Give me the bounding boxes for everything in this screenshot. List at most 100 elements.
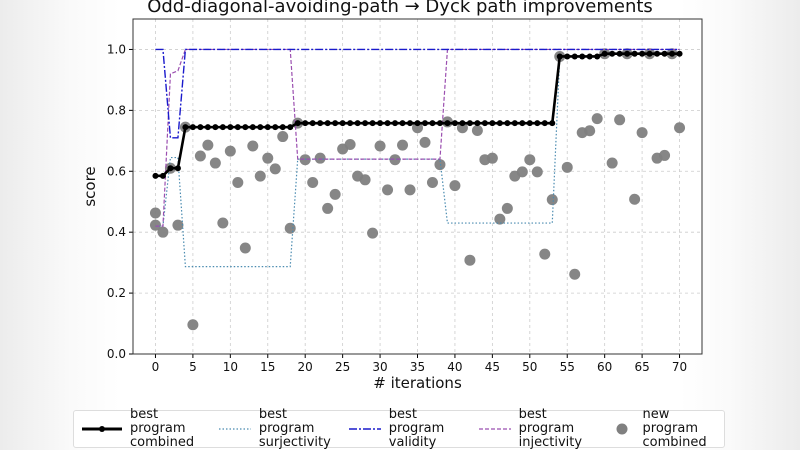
x-tick-label: 25: [335, 360, 350, 374]
series-marker: [189, 124, 196, 131]
series-marker: [287, 124, 294, 131]
series-marker: [609, 50, 616, 57]
scatter-point: [269, 163, 281, 175]
series-marker: [197, 124, 204, 131]
legend-item-injectivity: best program injectivity: [477, 408, 591, 450]
series-marker: [264, 124, 271, 131]
series-marker: [407, 120, 414, 127]
scatter-point: [359, 174, 371, 186]
series-marker: [429, 120, 436, 127]
scatter-point: [187, 319, 199, 331]
series-marker: [624, 50, 631, 57]
series-marker: [279, 124, 286, 131]
legend-marker-circle-icon: [616, 423, 628, 435]
scatter-point: [629, 193, 641, 205]
series-marker: [272, 124, 279, 131]
series-marker: [496, 120, 503, 127]
legend-item-new-program: new program combined: [607, 408, 715, 450]
scatter-point: [456, 122, 468, 134]
scatter-point: [172, 219, 184, 231]
scatter-point: [404, 184, 416, 196]
series-marker: [257, 124, 264, 131]
scatter-point: [232, 177, 244, 189]
scatter-point: [546, 194, 558, 206]
series-marker: [534, 120, 541, 127]
scatter-point: [516, 166, 528, 178]
series-marker: [571, 53, 578, 60]
y-tick-label: 0.4: [107, 225, 126, 239]
x-tick-label: 55: [560, 360, 575, 374]
series-marker: [646, 50, 653, 57]
series-marker: [317, 120, 324, 127]
y-axis-label: score: [81, 166, 99, 206]
series-marker: [421, 120, 428, 127]
series-marker: [594, 53, 601, 60]
y-tick-label: 1.0: [107, 42, 126, 56]
series-marker: [302, 120, 309, 127]
scatter-point: [194, 150, 206, 162]
scatter-point: [659, 149, 671, 161]
legend-item-validity: best program validity: [347, 408, 461, 450]
series-marker: [504, 120, 511, 127]
scatter-point: [614, 114, 626, 126]
scatter-point: [434, 159, 446, 171]
x-tick-label: 40: [447, 360, 462, 374]
x-tick-label: 65: [634, 360, 649, 374]
series-marker: [444, 120, 451, 127]
scatter-point: [329, 188, 341, 200]
scatter-point: [374, 140, 386, 152]
scatter-point: [539, 248, 551, 260]
x-tick-label: 10: [223, 360, 238, 374]
series-marker: [564, 53, 571, 60]
scatter-point: [224, 145, 236, 157]
series-marker: [384, 120, 391, 127]
x-tick-label: 30: [372, 360, 387, 374]
series-marker: [451, 120, 458, 127]
series-marker: [324, 120, 331, 127]
series-marker: [339, 120, 346, 127]
scatter-series: [149, 48, 686, 331]
series-marker: [294, 120, 301, 127]
scatter-point: [262, 152, 274, 164]
series-marker: [249, 124, 256, 131]
scatter-point: [494, 213, 506, 225]
scatter-point: [389, 154, 401, 166]
scatter-point: [426, 177, 438, 189]
series-marker: [669, 50, 676, 57]
series-marker: [392, 120, 399, 127]
chart-plot: 0 5 10 15 20 25 30 35 40 45 50 55 60 65 70 0.0 0.2 0.4 0.6…: [81, 18, 703, 392]
series-marker: [436, 120, 443, 127]
series-marker: [549, 120, 556, 127]
legend-label: best program combined: [130, 407, 195, 450]
series-marker: [541, 120, 548, 127]
y-tick-label: 0.6: [107, 164, 126, 178]
legend-label: best program surjectivity: [258, 407, 331, 450]
scatter-point: [149, 207, 161, 219]
series-marker: [362, 120, 369, 127]
scatter-point: [471, 124, 483, 136]
y-tick-label: 0.0: [107, 347, 126, 361]
series-marker: [227, 124, 234, 131]
series-marker: [204, 124, 211, 131]
series-marker: [519, 120, 526, 127]
series-marker: [654, 50, 661, 57]
series-marker: [167, 165, 174, 172]
legend-item-surjectivity: best program surjectivity: [217, 408, 331, 450]
scatter-point: [299, 154, 311, 166]
series-line-dashdot: [155, 48, 680, 139]
y-tick-label: 0.2: [107, 286, 126, 300]
scatter-point: [486, 152, 498, 164]
scatter-point: [277, 131, 289, 143]
scatter-point: [569, 268, 581, 280]
y-tick-label: 0.8: [107, 103, 126, 117]
scatter-point: [344, 138, 356, 150]
scatter-point: [636, 127, 648, 139]
legend-line-dotted-icon: [218, 428, 251, 430]
scatter-point: [561, 161, 573, 173]
legend-line-dashed-icon: [478, 428, 511, 430]
scatter-point: [149, 219, 161, 231]
x-tick-label: 15: [260, 360, 275, 374]
series-marker: [414, 120, 421, 127]
series-marker: [489, 120, 496, 127]
series-marker: [152, 172, 159, 179]
